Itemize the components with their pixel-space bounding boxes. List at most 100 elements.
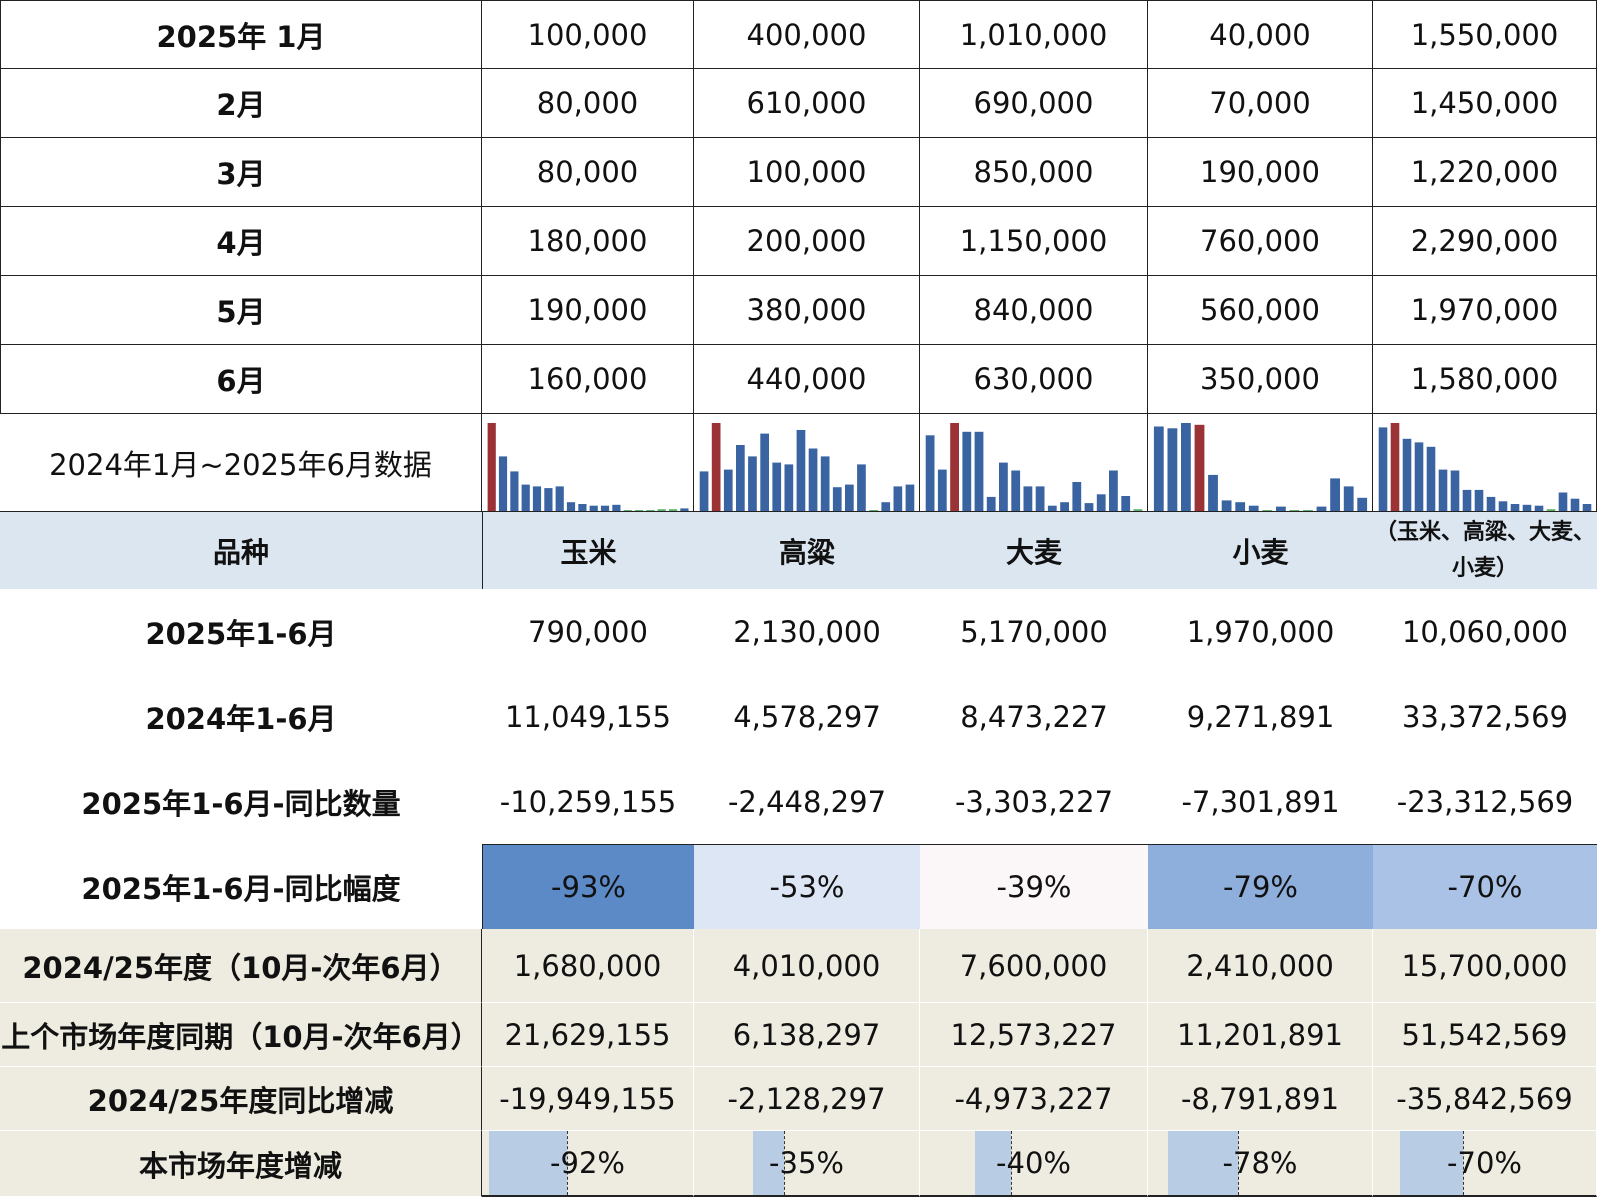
month-value[interactable]: 760,000 — [1148, 207, 1373, 276]
season-value[interactable]: 2,410,000 — [1148, 929, 1373, 1003]
season-value[interactable]: -35,842,569 — [1373, 1067, 1597, 1131]
season-value[interactable]: -4,973,227 — [920, 1067, 1148, 1131]
sparkline-bar — [1248, 505, 1259, 511]
month-value[interactable]: 840,000 — [920, 276, 1148, 345]
summary-value[interactable]: 33,372,569 — [1401, 699, 1569, 734]
sparkline-bar — [1402, 438, 1411, 511]
season-value[interactable]: 11,201,891 — [1148, 1003, 1373, 1067]
sparkline-bar — [1486, 496, 1495, 511]
sparkline-bar — [974, 431, 983, 511]
summary-value[interactable]: 1,970,000 — [1186, 614, 1335, 649]
season-value[interactable]: -8,791,891 — [1148, 1067, 1373, 1131]
summary-value[interactable]: -7,301,891 — [1181, 784, 1340, 819]
month-value[interactable]: 1,450,000 — [1373, 69, 1597, 138]
summary-value[interactable]: 5,170,000 — [960, 614, 1108, 649]
season-change-cell[interactable]: -92% — [482, 1131, 694, 1197]
summary-value[interactable]: 2,130,000 — [733, 614, 881, 649]
month-value[interactable]: 440,000 — [694, 345, 920, 414]
header-label: 品种 — [0, 512, 482, 589]
header-column: （玉米、高粱、大麦、小麦） — [1373, 512, 1597, 589]
yoy-value[interactable]: -53% — [694, 844, 920, 929]
summary-value[interactable]: 790,000 — [528, 614, 648, 649]
yoy-value[interactable]: -39% — [920, 844, 1148, 929]
summary-value[interactable]: 10,060,000 — [1401, 614, 1569, 649]
season-change-cell[interactable]: -35% — [694, 1131, 920, 1197]
month-value[interactable]: 350,000 — [1148, 345, 1373, 414]
summary-value[interactable]: 4,578,297 — [733, 699, 881, 734]
yoy-value[interactable]: -79% — [1148, 844, 1373, 929]
season-value[interactable]: -19,949,155 — [482, 1067, 694, 1131]
month-value[interactable]: 1,010,000 — [920, 0, 1148, 69]
month-value[interactable]: 40,000 — [1148, 0, 1373, 69]
month-value[interactable]: 160,000 — [482, 345, 694, 414]
season-value[interactable]: 7,600,000 — [920, 929, 1148, 1003]
month-value[interactable]: 200,000 — [694, 207, 920, 276]
summary-value[interactable]: 8,473,227 — [960, 699, 1108, 734]
season-change-cell[interactable]: -70% — [1373, 1131, 1597, 1197]
month-value[interactable]: 380,000 — [694, 276, 920, 345]
month-value[interactable]: 80,000 — [482, 69, 694, 138]
season-value[interactable]: 15,700,000 — [1373, 929, 1597, 1003]
month-value[interactable]: 560,000 — [1148, 276, 1373, 345]
sparkline-bar — [747, 456, 757, 511]
data-bar-axis — [566, 1131, 568, 1195]
season-value[interactable]: 1,680,000 — [482, 929, 694, 1003]
sparkline-chart — [699, 423, 914, 511]
sparkline-bar — [784, 464, 793, 511]
summary-value[interactable]: -10,259,155 — [499, 784, 677, 819]
month-value[interactable]: 1,150,000 — [920, 207, 1148, 276]
sparkline-bar — [657, 509, 666, 511]
sparkline-cell — [920, 414, 1148, 512]
month-value[interactable]: 80,000 — [482, 138, 694, 207]
month-value[interactable]: 1,970,000 — [1373, 276, 1597, 345]
summary-value[interactable]: 9,271,891 — [1186, 699, 1335, 734]
season-value[interactable]: 6,138,297 — [694, 1003, 920, 1067]
summary-value[interactable]: -2,448,297 — [727, 784, 887, 819]
sparkline-bar — [1059, 502, 1069, 511]
header-column: 大麦 — [920, 512, 1148, 589]
sparkline-bar — [634, 510, 643, 511]
season-value[interactable]: 51,542,569 — [1373, 1003, 1597, 1067]
month-label: 5月 — [0, 276, 482, 345]
season-value[interactable]: -2,128,297 — [694, 1067, 920, 1131]
season-value[interactable]: 21,629,155 — [482, 1003, 694, 1067]
season-change-cell[interactable]: -78% — [1148, 1131, 1373, 1197]
month-value[interactable]: 190,000 — [482, 276, 694, 345]
yoy-value[interactable]: -70% — [1373, 844, 1597, 929]
sparkline-bar — [723, 469, 733, 511]
summary-value[interactable]: -23,312,569 — [1396, 784, 1574, 819]
season-label: 上个市场年度同期（10月-次年6月） — [0, 1003, 482, 1067]
month-value[interactable]: 100,000 — [694, 138, 920, 207]
sparkline-bar — [796, 430, 805, 511]
sparkline-bar — [711, 423, 720, 511]
sparkline-bar — [893, 486, 902, 511]
month-value[interactable]: 630,000 — [920, 345, 1148, 414]
season-change-cell[interactable]: -40% — [920, 1131, 1148, 1197]
sparkline-cell — [1148, 414, 1373, 512]
month-value[interactable]: 610,000 — [694, 69, 920, 138]
data-bar — [752, 1131, 785, 1195]
month-value[interactable]: 180,000 — [482, 207, 694, 276]
month-value[interactable]: 190,000 — [1148, 138, 1373, 207]
summary-value[interactable]: 11,049,155 — [504, 699, 672, 734]
season-value[interactable]: 4,010,000 — [694, 929, 920, 1003]
sparkline-bar — [487, 423, 496, 511]
month-value[interactable]: 70,000 — [1148, 69, 1373, 138]
yoy-value[interactable]: -93% — [482, 844, 694, 929]
sparkline-bar — [1221, 500, 1231, 511]
month-value[interactable]: 100,000 — [482, 0, 694, 69]
month-value[interactable]: 2,290,000 — [1373, 207, 1597, 276]
summary-value[interactable]: -3,303,227 — [954, 784, 1114, 819]
season-value[interactable]: 12,573,227 — [920, 1003, 1148, 1067]
sparkline-bar — [1534, 505, 1543, 511]
month-value[interactable]: 400,000 — [694, 0, 920, 69]
month-value[interactable]: 850,000 — [920, 138, 1148, 207]
month-value[interactable]: 1,580,000 — [1373, 345, 1597, 414]
sparkline-bar — [771, 462, 781, 511]
month-value[interactable]: 1,220,000 — [1373, 138, 1597, 207]
sparkline-bar — [1582, 504, 1591, 511]
sparkline-bar — [1047, 505, 1057, 511]
month-value[interactable]: 690,000 — [920, 69, 1148, 138]
season-change-label: 本市场年度增减 — [0, 1131, 482, 1197]
month-value[interactable]: 1,550,000 — [1373, 0, 1597, 69]
